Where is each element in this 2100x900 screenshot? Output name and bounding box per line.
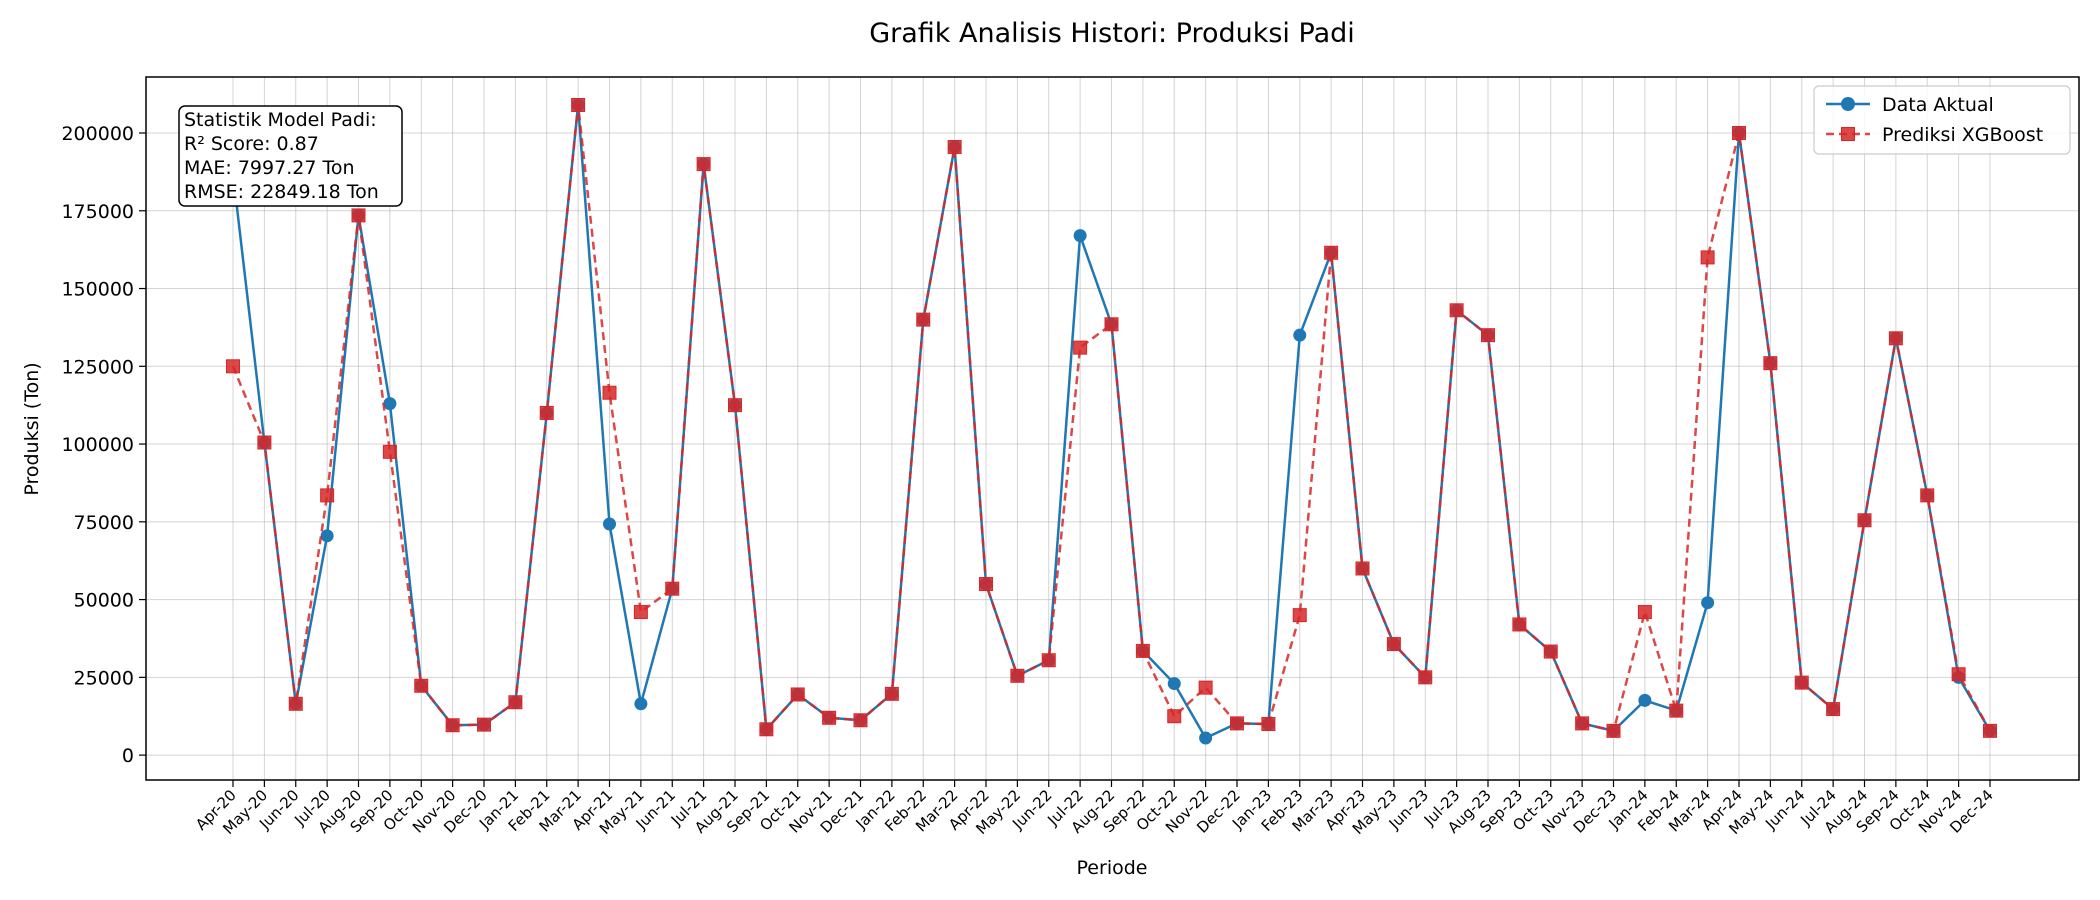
data-point-predicted [1167,709,1182,724]
legend-label-actual: Data Aktual [1882,94,1994,116]
data-point-predicted [1637,605,1652,620]
data-point-predicted [633,605,648,620]
stats-title: Statistik Model Padi: [184,109,377,131]
data-point-predicted [822,710,837,725]
legend-marker-actual [1841,97,1855,111]
y-tick-label: 150000 [61,279,134,301]
data-point-predicted [665,581,680,596]
data-point-predicted [884,686,899,701]
x-axis: Apr-20May-20Jun-20Jul-20Aug-20Sep-20Oct-… [192,780,1997,838]
data-point-predicted [1983,723,1997,738]
data-point-predicted [1481,328,1495,343]
y-tick-label: 25000 [74,667,134,689]
data-point-actual [320,529,334,543]
data-point-actual [603,517,616,531]
y-tick-label: 175000 [61,201,134,223]
x-axis-title: Periode [1077,857,1148,879]
grid-layer [146,77,2079,780]
data-point-actual [634,697,648,711]
plot-frame [145,76,2080,781]
data-point-actual [1293,328,1307,342]
data-point-predicted [1324,245,1339,260]
data-point-predicted [320,488,335,503]
data-point-predicted [1261,717,1276,732]
data-point-predicted [539,405,554,420]
legend-marker-predicted [1841,127,1855,141]
data-point-predicted [1543,644,1558,659]
data-point-predicted [1418,670,1433,685]
y-axis-title: Produksi (Ton) [21,362,43,495]
data-point-predicted [1857,513,1872,528]
y-tick-label: 125000 [61,356,134,378]
data-point-predicted [1700,250,1715,265]
data-point-actual [1701,596,1715,610]
data-point-predicted [1449,303,1464,318]
data-point-predicted [1826,702,1841,717]
data-point-predicted [1763,356,1778,371]
data-point-predicted [351,208,366,223]
data-point-actual [1638,693,1652,707]
data-point-predicted [1888,331,1903,346]
data-point-predicted [1135,643,1150,658]
data-point-predicted [602,385,617,400]
data-point-predicted [445,718,460,733]
legend: Data Aktual Prediksi XGBoost [1813,85,2071,155]
data-point-predicted [1041,653,1056,668]
data-point-predicted [696,157,711,172]
y-axis: 0 25000 50000 75000 100000 125000 150000 175000… [61,123,146,767]
data-point-predicted [1230,716,1244,731]
y-tick-label: 75000 [74,512,134,534]
y-tick-label: 50000 [74,590,134,612]
data-point-predicted [257,435,272,450]
data-point-predicted [916,312,931,327]
data-point-predicted [226,359,240,374]
series-layer [226,97,1997,745]
data-point-predicted [477,717,491,732]
legend-label-predicted: Prediksi XGBoost [1882,124,2043,146]
y-tick-label: 100000 [61,434,134,456]
data-point-predicted [1951,667,1966,682]
data-point-predicted [1386,637,1401,652]
data-point-predicted [979,577,993,592]
data-point-actual [1167,677,1181,691]
data-point-actual [1073,229,1087,243]
data-point-predicted [1355,561,1370,576]
data-point-predicted [1104,317,1119,332]
y-tick-label: 0 [122,745,134,767]
data-point-predicted [414,678,429,693]
y-tick-label: 200000 [61,123,134,145]
data-point-actual [383,397,397,411]
data-point-predicted [1606,723,1621,738]
stats-mae: MAE: 7997.27 Ton [184,157,355,179]
data-point-predicted [1512,617,1527,632]
data-point-predicted [1575,716,1590,731]
data-point-predicted [947,139,962,154]
data-point-predicted [288,696,303,711]
data-point-predicted [1073,340,1088,355]
data-point-predicted [1010,668,1025,683]
data-point-predicted [1732,125,1746,140]
chart-title: Grafik Analisis Histori: Produksi Padi [869,18,1355,49]
data-point-predicted [1794,675,1809,690]
stats-box-frame [178,105,403,207]
data-point-predicted [1669,703,1684,718]
data-point-predicted [790,687,805,702]
stats-box: Statistik Model Padi: R² Score: 0.87 MAE… [178,105,403,207]
data-point-predicted [571,97,586,112]
data-point-predicted [853,713,868,728]
data-point-predicted [1198,680,1213,695]
series-line-predicted [231,103,1992,733]
data-point-predicted [508,695,523,710]
data-point-actual [1199,731,1213,745]
data-point-predicted [759,722,774,737]
data-point-predicted [382,444,397,459]
data-point-predicted [1920,488,1935,503]
data-point-predicted [1292,608,1307,623]
data-point-predicted [728,398,742,413]
stats-rmse: RMSE: 22849.18 Ton [184,181,379,203]
stats-r2: R² Score: 0.87 [184,133,319,155]
legend-frame [1813,85,2071,155]
